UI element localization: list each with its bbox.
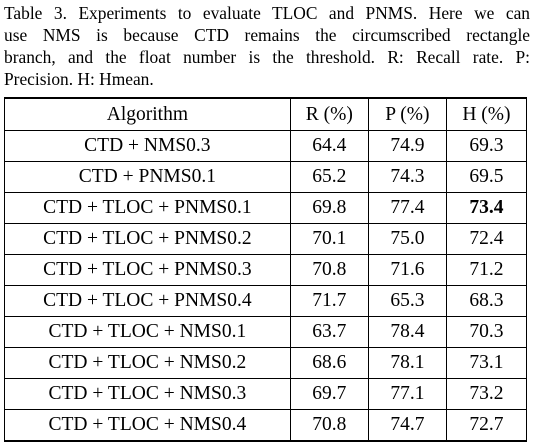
cell-recall: 70.8 — [289, 254, 369, 286]
cell-precision: 74.3 — [367, 161, 447, 193]
header-algorithm: Algorithm — [4, 97, 291, 131]
cell-recall: 68.6 — [289, 347, 369, 379]
cell-hmean: 70.3 — [445, 316, 528, 348]
cell-recall: 64.4 — [289, 130, 369, 162]
cell-algorithm: CTD + TLOC + NMS0.1 — [4, 316, 291, 348]
cell-hmean: 73.1 — [445, 347, 528, 379]
cell-precision: 78.4 — [367, 316, 447, 348]
table-row: CTD + TLOC + NMS0.2 68.6 78.1 73.1 — [4, 347, 528, 379]
header-precision: P (%) — [367, 97, 447, 131]
table-row: CTD + TLOC + NMS0.4 70.8 74.7 72.7 — [4, 409, 528, 442]
cell-precision: 74.9 — [367, 130, 447, 162]
table-row: CTD + TLOC + PNMS0.2 70.1 75.0 72.4 — [4, 223, 528, 255]
cell-precision: 65.3 — [367, 285, 447, 317]
results-table: Algorithm R (%) P (%) H (%) CTD + NMS0.3… — [4, 97, 528, 442]
caption-line: Table 3. Experiments to evaluate TLOC an… — [4, 3, 530, 23]
header-hmean: H (%) — [445, 97, 528, 131]
cell-recall: 63.7 — [289, 316, 369, 348]
cell-hmean: 72.4 — [445, 223, 528, 255]
table-header: Algorithm R (%) P (%) H (%) — [4, 97, 528, 131]
cell-algorithm: CTD + TLOC + NMS0.4 — [4, 409, 291, 442]
cell-hmean: 69.5 — [445, 161, 528, 193]
cell-algorithm: CTD + TLOC + PNMS0.1 — [4, 192, 291, 224]
table-row: CTD + TLOC + NMS0.1 63.7 78.4 70.3 — [4, 316, 528, 348]
cell-recall: 69.8 — [289, 192, 369, 224]
cell-precision: 74.7 — [367, 409, 447, 442]
caption-line: branch, and the float number is the thre… — [4, 47, 530, 67]
table-row: CTD + TLOC + PNMS0.3 70.8 71.6 71.2 — [4, 254, 528, 286]
caption-line: use NMS is because CTD remains the circu… — [4, 25, 530, 45]
header-row: Algorithm R (%) P (%) H (%) — [4, 97, 528, 131]
cell-precision: 71.6 — [367, 254, 447, 286]
cell-hmean: 68.3 — [445, 285, 528, 317]
cell-precision: 75.0 — [367, 223, 447, 255]
cell-algorithm: CTD + TLOC + PNMS0.3 — [4, 254, 291, 286]
cell-algorithm: CTD + TLOC + NMS0.2 — [4, 347, 291, 379]
cell-hmean: 72.7 — [445, 409, 528, 442]
table-row: CTD + PNMS0.1 65.2 74.3 69.5 — [4, 161, 528, 193]
cell-hmean: 71.2 — [445, 254, 528, 286]
cell-precision: 77.4 — [367, 192, 447, 224]
cell-algorithm: CTD + PNMS0.1 — [4, 161, 291, 193]
cell-recall: 70.1 — [289, 223, 369, 255]
cell-recall: 65.2 — [289, 161, 369, 193]
cell-recall: 71.7 — [289, 285, 369, 317]
table-body: CTD + NMS0.3 64.4 74.9 69.3 CTD + PNMS0.1 65.… — [4, 130, 528, 442]
cell-algorithm: CTD + NMS0.3 — [4, 130, 291, 162]
cell-algorithm: CTD + TLOC + NMS0.3 — [4, 378, 291, 410]
table-caption: Table 3. Experiments to evaluate TLOC an… — [4, 2, 530, 90]
table-row: CTD + TLOC + NMS0.3 69.7 77.1 73.2 — [4, 378, 528, 410]
header-recall: R (%) — [289, 97, 369, 131]
table-row: CTD + TLOC + PNMS0.1 69.8 77.4 73.4 — [4, 192, 528, 224]
cell-precision: 78.1 — [367, 347, 447, 379]
cell-algorithm: CTD + TLOC + PNMS0.4 — [4, 285, 291, 317]
cell-precision: 77.1 — [367, 378, 447, 410]
table-row: CTD + NMS0.3 64.4 74.9 69.3 — [4, 130, 528, 162]
cell-hmean: 69.3 — [445, 130, 528, 162]
cell-hmean: 73.2 — [445, 378, 528, 410]
cell-hmean: 73.4 — [445, 192, 528, 224]
cell-recall: 70.8 — [289, 409, 369, 442]
caption-line: Precision. H: Hmean. — [4, 69, 154, 89]
paper-page: Table 3. Experiments to evaluate TLOC an… — [4, 2, 530, 442]
cell-recall: 69.7 — [289, 378, 369, 410]
table-row: CTD + TLOC + PNMS0.4 71.7 65.3 68.3 — [4, 285, 528, 317]
cell-algorithm: CTD + TLOC + PNMS0.2 — [4, 223, 291, 255]
